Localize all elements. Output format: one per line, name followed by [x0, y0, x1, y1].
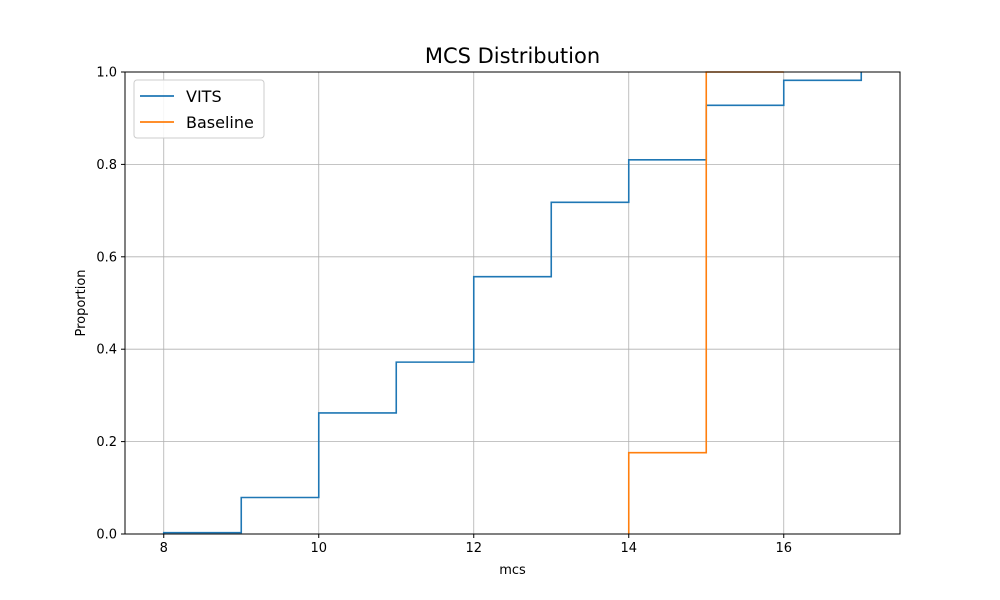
x-tick-label: 10 [310, 541, 327, 556]
y-tick-label: 0.8 [96, 158, 117, 173]
x-tick-label: 14 [620, 541, 637, 556]
legend-label-vits: VITS [186, 87, 222, 106]
y-tick-label: 1.0 [96, 66, 117, 81]
legend: VITS Baseline [133, 79, 265, 139]
x-axis-label: mcs [499, 563, 526, 578]
y-tick-label: 0.6 [96, 250, 117, 265]
y-tick-label: 0.4 [96, 343, 117, 358]
chart-title: MCS Distribution [425, 44, 600, 68]
y-tick-label: 0.2 [96, 435, 117, 450]
x-tick-label: 12 [465, 541, 482, 556]
x-tick-label: 16 [775, 541, 792, 556]
plot-frame [124, 71, 901, 535]
series-line-vits [162, 72, 863, 534]
legend-box [133, 79, 265, 139]
axis-ticks: 8 10 12 14 16 0.0 0.2 0.4 0.6 0.8 1.0 [96, 66, 792, 557]
y-axis-label: Proportion [74, 269, 89, 336]
y-tick-label: 0.0 [96, 528, 117, 543]
x-tick-label: 8 [160, 541, 168, 556]
legend-label-baseline: Baseline [186, 113, 254, 132]
